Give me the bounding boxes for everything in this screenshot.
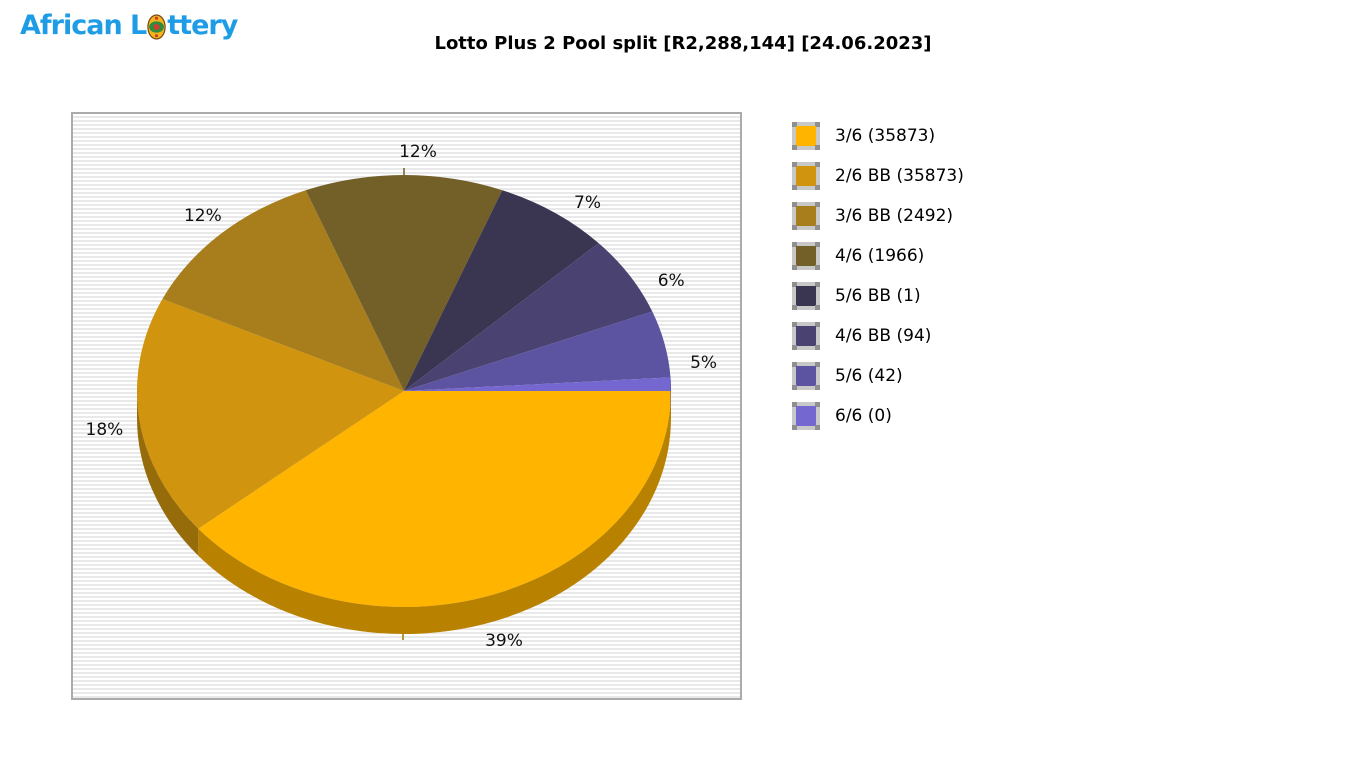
pie-slice-5-6 (404, 311, 671, 391)
pie-chart (136, 168, 672, 640)
legend-item: 5/6 BB (1) (792, 282, 964, 310)
legend-item: 4/6 (1966) (792, 242, 964, 270)
legend-swatch-color (796, 326, 816, 346)
lottery-ball-icon (147, 13, 166, 40)
legend-label: 2/6 BB (35873) (835, 166, 964, 186)
legend-label: 5/6 BB (1) (835, 286, 921, 306)
chart-panel: 39% 18% 12% 12% 7% 6% 5% (71, 112, 742, 700)
legend: 3/6 (35873) 2/6 BB (35873) 3/6 BB (2492) 4/… (792, 122, 964, 442)
pie-slice-3-6-bb (162, 190, 404, 391)
legend-item: 4/6 BB (94) (792, 322, 964, 350)
percent-label-12%: 12% (399, 142, 437, 162)
pie-slice-5-6-bb (404, 190, 599, 391)
percent-label-12%: 12% (183, 205, 222, 226)
logo-text-right: ttery (167, 10, 238, 41)
legend-item: 3/6 (35873) (792, 122, 964, 150)
percent-label-18%: 18% (85, 419, 124, 440)
legend-swatch-color (796, 246, 816, 266)
chart-title: Lotto Plus 2 Pool split [R2,288,144] [24… (434, 33, 932, 54)
legend-item: 3/6 BB (2492) (792, 202, 964, 230)
legend-label: 4/6 BB (94) (835, 326, 932, 346)
legend-swatch-color (796, 286, 816, 306)
legend-swatch-icon (792, 402, 820, 430)
legend-label: 4/6 (1966) (835, 246, 925, 266)
legend-label: 6/6 (0) (835, 406, 892, 426)
percent-label-6%: 6% (657, 271, 685, 292)
legend-item: 2/6 BB (35873) (792, 162, 964, 190)
legend-label: 5/6 (42) (835, 366, 903, 386)
legend-label: 3/6 (35873) (835, 126, 936, 146)
pie-slice-3-6 (198, 391, 672, 607)
pie-slice-4-6-bb (404, 243, 653, 391)
legend-swatch-color (796, 166, 816, 186)
pie-slice-6-6 (404, 377, 672, 391)
pie-slice-2-6-bb-side (137, 391, 199, 556)
legend-swatch-icon (792, 282, 820, 310)
logo-text-left: African L (20, 10, 147, 41)
percent-label-39%: 39% (485, 631, 523, 652)
legend-swatch-icon (792, 202, 820, 230)
legend-swatch-color (796, 406, 816, 426)
legend-item: 5/6 (42) (792, 362, 964, 390)
legend-label: 3/6 BB (2492) (835, 206, 954, 226)
legend-swatch-icon (792, 162, 820, 190)
percent-label-7%: 7% (574, 192, 602, 213)
pie-slice-2-6-bb (136, 299, 404, 529)
legend-swatch-color (796, 206, 816, 226)
legend-swatch-icon (792, 362, 820, 390)
pie-slice-3-6-side (198, 391, 672, 634)
legend-item: 6/6 (0) (792, 402, 964, 430)
percent-label-5%: 5% (690, 353, 718, 374)
legend-swatch-icon (792, 242, 820, 270)
legend-swatch-icon (792, 322, 820, 350)
legend-swatch-color (796, 366, 816, 386)
pie-slice-4-6 (305, 175, 503, 391)
logo: African L ttery (20, 10, 238, 41)
pie-slice-6-6-side (670, 377, 672, 418)
legend-swatch-icon (792, 122, 820, 150)
legend-swatch-color (796, 126, 816, 146)
